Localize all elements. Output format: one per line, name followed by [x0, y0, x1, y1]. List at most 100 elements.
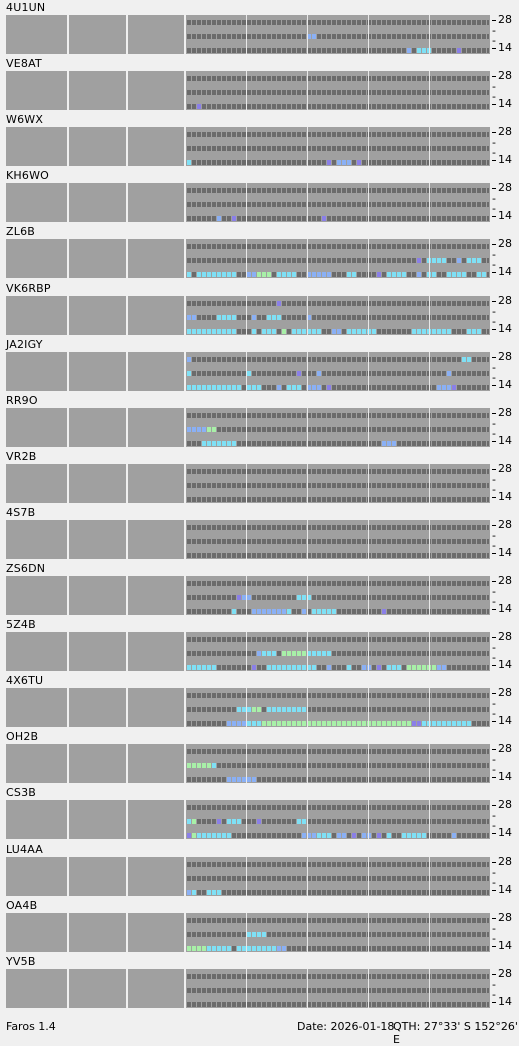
signal-cell [402, 833, 406, 838]
signal-cell [297, 707, 301, 712]
band-lane [186, 315, 490, 320]
signal-cell [202, 833, 206, 838]
signal-cell [362, 721, 366, 726]
beacon-row: 5Z4B 28- -14 [0, 617, 519, 673]
signal-cell [317, 385, 321, 390]
signal-cell [257, 707, 261, 712]
signal-cell [457, 721, 461, 726]
scale-label-top: 28 [498, 630, 512, 643]
signal-cell [202, 329, 206, 334]
signal-cell [252, 272, 256, 277]
band-lane [186, 665, 490, 670]
signal-cell [232, 777, 236, 782]
band-lane [186, 777, 490, 782]
beacon-panel-2 [69, 520, 126, 559]
beacon-panel-3 [128, 969, 184, 1008]
signal-cell [432, 258, 436, 263]
beacon-callsign: W6WX [6, 113, 44, 126]
signal-cell [392, 665, 396, 670]
signal-cell [197, 665, 201, 670]
signal-cell [237, 777, 241, 782]
signal-cell [302, 609, 306, 614]
signal-cell [192, 819, 196, 824]
band-lane [186, 876, 490, 881]
signal-cell [417, 721, 421, 726]
beacon-panel-1 [6, 688, 67, 727]
beacon-panel-3 [128, 744, 184, 783]
band-lane [186, 595, 490, 600]
scale-dash: - [492, 34, 496, 47]
signal-cell [442, 258, 446, 263]
signal-cell [207, 427, 211, 432]
signal-cell [202, 427, 206, 432]
scale-dash: - [492, 315, 496, 328]
scale-tick-bottom [492, 48, 496, 49]
signal-cell [327, 651, 331, 656]
beacon-panel-3 [128, 464, 184, 503]
signal-cell [407, 48, 411, 53]
signal-cell [197, 833, 201, 838]
band-scale: 28- -14 [492, 463, 519, 503]
scale-label-top: 28 [498, 967, 512, 980]
signal-cell [287, 721, 291, 726]
band-scale: 28- -14 [492, 70, 519, 110]
signal-cell [302, 833, 306, 838]
signal-cell [222, 315, 226, 320]
signal-cell [187, 890, 191, 895]
band-lane [186, 329, 490, 334]
band-scale: 28- -14 [492, 126, 519, 166]
band-lane [186, 637, 490, 642]
signal-cell [272, 665, 276, 670]
time-divider [429, 969, 430, 1008]
scale-dash: - [492, 922, 496, 935]
lane-slots [187, 34, 489, 39]
band-lane [186, 132, 490, 137]
lane-slots [187, 258, 489, 263]
signal-cell [332, 329, 336, 334]
beacon-panel-1 [6, 744, 67, 783]
scale-label-top: 28 [498, 574, 512, 587]
signal-cell [237, 595, 241, 600]
signal-cell [462, 357, 466, 362]
band-lane [186, 651, 490, 656]
signal-cell [252, 707, 256, 712]
signal-cell [192, 946, 196, 951]
band-timeline [186, 464, 490, 503]
scale-tick-bottom [492, 160, 496, 161]
scale-label-bottom: 14 [498, 995, 512, 1008]
scale-tick-top [492, 413, 496, 414]
signal-cell [282, 609, 286, 614]
signal-cell [257, 272, 261, 277]
signal-cell [287, 385, 291, 390]
time-divider [368, 969, 369, 1008]
beacon-row: W6WX 28- -14 [0, 112, 519, 168]
signal-cell [287, 707, 291, 712]
signal-cell [447, 371, 451, 376]
time-divider [307, 464, 308, 503]
signal-cell [207, 385, 211, 390]
beacon-row: RR9O 28- -14 [0, 393, 519, 449]
signal-cell [467, 721, 471, 726]
beacon-row: 4U1UN 28- -14 [0, 0, 519, 56]
scale-dash: - [492, 763, 496, 776]
band-timeline [186, 576, 490, 615]
signal-cell [422, 721, 426, 726]
time-divider [429, 688, 430, 727]
signal-cell [277, 315, 281, 320]
scale-dash: - [492, 80, 496, 93]
signal-cell [222, 441, 226, 446]
scale-tick-bottom [492, 665, 496, 666]
band-scale: 28- -14 [492, 912, 519, 952]
time-divider [368, 632, 369, 671]
beacon-callsign: RR9O [6, 394, 38, 407]
band-timeline [186, 857, 490, 896]
signal-cell [377, 721, 381, 726]
signal-cell [457, 48, 461, 53]
scale-label-bottom: 14 [498, 883, 512, 896]
signal-cell [222, 946, 226, 951]
lane-slots [187, 890, 489, 895]
signal-cell [187, 833, 191, 838]
signal-cell [392, 721, 396, 726]
signal-cell [202, 272, 206, 277]
lane-slots [187, 819, 489, 824]
